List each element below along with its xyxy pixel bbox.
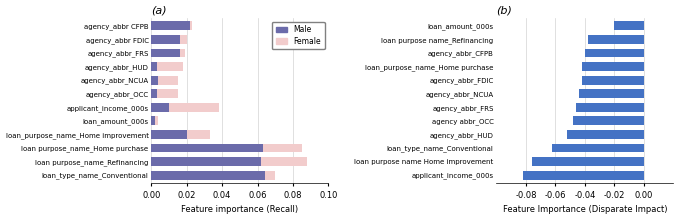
Legend: Male, Female: Male, Female <box>272 22 325 50</box>
X-axis label: Feature Importance (Disparate Impact): Feature Importance (Disparate Impact) <box>502 205 667 214</box>
Text: (b): (b) <box>496 6 512 16</box>
Bar <box>151 144 302 152</box>
Bar <box>585 49 644 57</box>
Bar <box>553 144 644 152</box>
Bar <box>151 116 155 125</box>
Bar <box>523 171 644 180</box>
Bar <box>151 35 180 44</box>
Bar <box>151 89 178 98</box>
Bar <box>151 130 187 139</box>
Bar <box>151 157 261 166</box>
Bar <box>588 35 644 44</box>
Bar <box>151 144 263 152</box>
Text: (a): (a) <box>151 6 167 16</box>
Bar <box>151 157 307 166</box>
Bar <box>151 130 210 139</box>
X-axis label: Feature importance (Recall): Feature importance (Recall) <box>181 205 299 214</box>
Bar <box>151 62 183 71</box>
Bar <box>151 62 157 71</box>
Bar <box>151 49 180 57</box>
Bar <box>151 89 157 98</box>
Bar <box>151 76 158 84</box>
Bar <box>573 116 644 125</box>
Bar <box>532 157 644 166</box>
Bar <box>151 103 169 112</box>
Bar <box>579 89 644 98</box>
Bar <box>151 22 190 30</box>
Bar <box>151 103 219 112</box>
Bar <box>151 35 187 44</box>
Bar <box>582 76 644 84</box>
Bar <box>567 130 644 139</box>
Bar <box>151 116 158 125</box>
Bar <box>576 103 644 112</box>
Bar <box>614 22 644 30</box>
Bar <box>582 62 644 71</box>
Bar <box>151 22 192 30</box>
Bar <box>151 171 265 180</box>
Bar <box>151 171 275 180</box>
Bar <box>151 76 178 84</box>
Bar <box>151 49 185 57</box>
